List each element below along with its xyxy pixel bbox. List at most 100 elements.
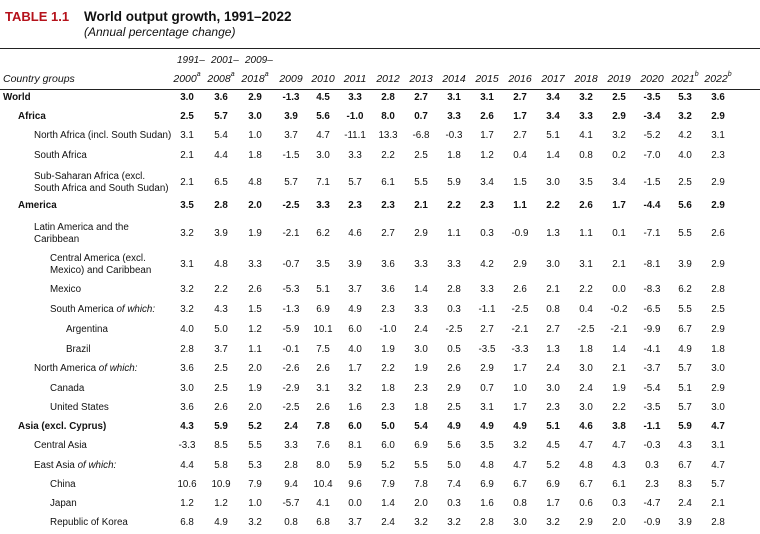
- table-cell: -0.2: [610, 304, 628, 315]
- table-cell: 10.9: [211, 479, 231, 490]
- table-cell: 0.2: [612, 150, 626, 161]
- table-cell: 1.8: [447, 150, 461, 161]
- table-cell: 3.4: [546, 111, 560, 122]
- table-cell: 1.4: [381, 498, 395, 509]
- table-cell: 3.2: [180, 304, 194, 315]
- table-cell: 1.8: [248, 150, 262, 161]
- table-cell: 3.0: [248, 111, 262, 122]
- table-cell: 5.9: [678, 421, 692, 432]
- table-cell: 2.0: [248, 200, 262, 211]
- table-cell: -2.9: [282, 383, 300, 394]
- table-cell: 2.8: [381, 92, 395, 103]
- table-cell: -1.1: [478, 304, 496, 315]
- table-cell: 2.1: [612, 259, 626, 270]
- table-cell: 6.9: [480, 479, 494, 490]
- table-cell: 3.3: [414, 259, 428, 270]
- table-cell: 4.3: [678, 440, 692, 451]
- table-title: World output growth, 1991–2022: [84, 9, 292, 24]
- table-cell: 5.3: [248, 460, 262, 471]
- table-cell: 2.1: [180, 177, 194, 188]
- table-cell: -2.6: [282, 363, 300, 374]
- table-cell: 0.7: [480, 383, 494, 394]
- table-subtitle: (Annual percentage change): [84, 25, 236, 39]
- row-label-line: Africa: [18, 111, 46, 122]
- table-cell: 3.0: [316, 150, 330, 161]
- table-cell: -8.3: [643, 284, 661, 295]
- table-cell: 1.9: [381, 344, 395, 355]
- column-header-year: 2021: [671, 73, 695, 85]
- table-cell: 2.9: [711, 111, 725, 122]
- top-rule: [0, 48, 760, 49]
- table-cell: -6.5: [643, 304, 661, 315]
- table-cell: 2.6: [316, 363, 330, 374]
- row-label: China: [50, 479, 76, 491]
- table-cell: 3.2: [612, 130, 626, 141]
- table-cell: 3.6: [711, 92, 725, 103]
- column-header-year: 2014: [442, 73, 466, 85]
- column-header-footnote: a: [230, 71, 235, 78]
- table-cell: -2.5: [282, 402, 300, 413]
- column-header-year: 2016: [508, 73, 532, 85]
- table-cell: -5.4: [643, 383, 661, 394]
- table-cell: 5.5: [678, 228, 692, 239]
- row-label-line: Asia (excl. Cyprus): [18, 421, 107, 432]
- row-label-line: North Africa (incl. South Sudan): [34, 130, 172, 141]
- table-cell: 4.9: [447, 421, 461, 432]
- row-label: Argentina: [66, 324, 108, 336]
- table-cell: 6.7: [579, 479, 593, 490]
- table-cell: 1.7: [513, 111, 527, 122]
- table-cell: 3.2: [248, 517, 262, 528]
- column-header: 2009: [274, 73, 308, 85]
- table-cell: 2.2: [579, 284, 593, 295]
- table-cell: 4.8: [248, 177, 262, 188]
- table-cell: 0.8: [546, 304, 560, 315]
- table-cell: 1.1: [579, 228, 593, 239]
- column-header: 2010: [306, 73, 340, 85]
- table-cell: 4.7: [579, 440, 593, 451]
- column-header-year: 2019: [607, 73, 631, 85]
- table-cell: 1.9: [612, 383, 626, 394]
- table-cell: 2.0: [248, 402, 262, 413]
- table-cell: 0.4: [579, 304, 593, 315]
- row-label: North Africa (incl. South Sudan): [34, 130, 171, 142]
- table-cell: 0.3: [612, 498, 626, 509]
- table-cell: 4.2: [678, 130, 692, 141]
- table-cell: 6.8: [180, 517, 194, 528]
- table-cell: 0.3: [645, 460, 659, 471]
- table-cell: 1.1: [248, 344, 262, 355]
- table-cell: -2.5: [445, 324, 463, 335]
- table-cell: 3.1: [316, 383, 330, 394]
- table-cell: 2.3: [480, 200, 494, 211]
- column-header-footnote: b: [694, 71, 699, 78]
- column-header-year: 2012: [376, 73, 400, 85]
- table-cell: 2.5: [180, 111, 194, 122]
- table-cell: -3.4: [643, 111, 661, 122]
- table-cell: 3.1: [447, 92, 461, 103]
- table-cell: 3.0: [546, 383, 560, 394]
- table-cell: 2.4: [381, 517, 395, 528]
- table-cell: -3.5: [478, 344, 496, 355]
- table-cell: 4.7: [711, 421, 725, 432]
- table-cell: 5.2: [248, 421, 262, 432]
- table-label: TABLE 1.1: [5, 9, 70, 24]
- table-cell: 3.3: [447, 111, 461, 122]
- table-cell: 1.2: [214, 498, 228, 509]
- table-cell: 5.0: [214, 324, 228, 335]
- row-label-line: Central America (excl.: [50, 253, 146, 264]
- table-cell: 4.0: [180, 324, 194, 335]
- table-cell: 1.7: [480, 130, 494, 141]
- table-cell: -7.1: [643, 228, 661, 239]
- table-cell: 5.5: [248, 440, 262, 451]
- table-cell: 0.5: [447, 344, 461, 355]
- row-label-line: South Africa and South Sudan): [34, 183, 169, 194]
- table-cell: 2.9: [513, 259, 527, 270]
- table-cell: 5.8: [214, 460, 228, 471]
- table-cell: 2.3: [381, 402, 395, 413]
- table-cell: 2.2: [381, 150, 395, 161]
- column-header-year: 2013: [409, 73, 433, 85]
- table-cell: 1.8: [414, 402, 428, 413]
- table-cell: 4.9: [480, 421, 494, 432]
- table-cell: 1.9: [248, 228, 262, 239]
- table-cell: 3.0: [180, 92, 194, 103]
- column-header-footnote: a: [196, 71, 201, 78]
